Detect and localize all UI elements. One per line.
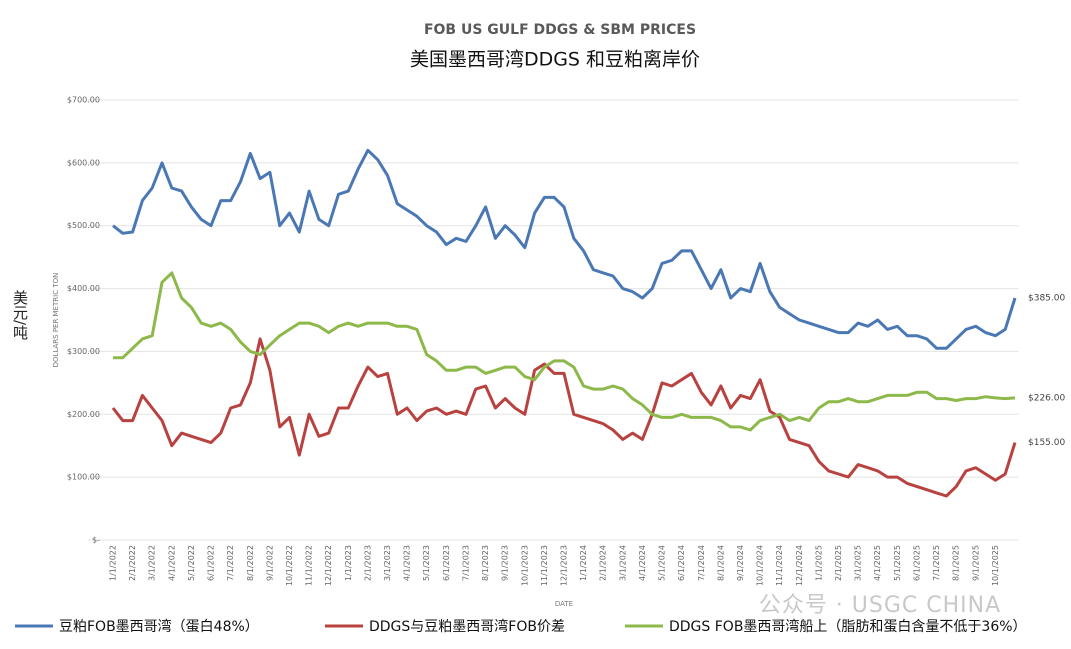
- x-tick-label: 8/1/2024: [716, 545, 725, 581]
- y-tick-label: $700.00: [67, 96, 100, 105]
- x-tick-label: 2/1/2022: [128, 545, 137, 581]
- x-tick-label: 1/1/2024: [579, 545, 588, 581]
- legend-label: DDGS与豆粕墨西哥湾FOB价差: [369, 618, 565, 635]
- x-tick-label: 4/1/2024: [638, 545, 647, 581]
- x-tick-label: 3/1/2022: [148, 545, 157, 581]
- x-tick-label: 10/1/2022: [285, 545, 294, 586]
- x-tick-label: 7/1/2025: [932, 545, 941, 581]
- legend-label: 豆粕FOB墨西哥湾（蛋白48%）: [59, 618, 259, 635]
- x-tick-label: 11/1/2022: [305, 545, 314, 586]
- y-tick-label: $-: [92, 536, 100, 545]
- x-tick-label: 11/1/2024: [775, 545, 784, 586]
- x-tick-label: 4/1/2022: [167, 545, 176, 581]
- x-tick-label: 11/1/2023: [540, 545, 549, 586]
- chart-title: FOB US GULF DDGS & SBM PRICES: [424, 22, 696, 38]
- x-tick-label: 1/1/2023: [344, 545, 353, 581]
- y-tick-label: $100.00: [67, 473, 100, 482]
- x-tick-label: 6/1/2022: [207, 545, 216, 581]
- x-tick-label: 2/1/2024: [599, 545, 608, 581]
- series-line: [113, 271, 1016, 432]
- y-tick-label: $200.00: [67, 410, 100, 419]
- value-label: $385.00: [1028, 294, 1065, 304]
- value-label: $155.00: [1028, 438, 1065, 448]
- x-tick-label: 7/1/2024: [697, 545, 706, 581]
- x-tick-label: 5/1/2022: [187, 545, 196, 581]
- chart-subtitle: 美国墨西哥湾DDGS 和豆粕离岸价: [410, 49, 700, 71]
- x-tick-label: 5/1/2024: [658, 545, 667, 581]
- x-tick-label: 9/1/2023: [501, 545, 510, 581]
- y-tick-label: $600.00: [67, 158, 100, 167]
- x-tick-label: 8/1/2025: [952, 545, 961, 581]
- x-tick-label: 8/1/2023: [481, 545, 490, 581]
- x-tick-label: 12/1/2022: [324, 545, 333, 586]
- x-tick-label: 9/1/2024: [736, 545, 745, 581]
- x-tick-label: 3/1/2023: [383, 545, 392, 581]
- x-tick-label: 12/1/2024: [795, 545, 804, 586]
- x-tick-label: 6/1/2025: [912, 545, 921, 581]
- series-line: [112, 148, 1017, 350]
- x-tick-label: 1/1/2022: [109, 545, 118, 581]
- x-tick-label: 6/1/2024: [677, 545, 686, 581]
- y-tick-label: $400.00: [67, 284, 100, 293]
- x-tick-label: 1/1/2025: [814, 545, 823, 581]
- x-tick-label: 8/1/2022: [246, 545, 255, 581]
- x-tick-label: 7/1/2023: [461, 545, 470, 581]
- x-tick-label: 2/1/2023: [363, 545, 372, 581]
- x-tick-label: 9/1/2025: [971, 545, 980, 581]
- x-tick-label: 10/1/2025: [991, 545, 1000, 586]
- watermark: 公众号 · USGC CHINA: [759, 593, 1001, 618]
- x-tick-label: 10/1/2023: [520, 545, 529, 586]
- x-tick-label: 2/1/2025: [834, 545, 843, 581]
- x-tick-label: 3/1/2025: [854, 545, 863, 581]
- y-axis-label: DOLLARS PER METRIC TON: [52, 273, 60, 368]
- value-label: $226.00: [1028, 393, 1065, 403]
- x-tick-label: 12/1/2023: [560, 545, 569, 586]
- x-tick-label: 5/1/2023: [422, 545, 431, 581]
- x-tick-label: 5/1/2025: [893, 545, 902, 581]
- x-axis-label: DATE: [555, 600, 573, 608]
- y-tick-label: $500.00: [67, 221, 100, 230]
- x-tick-label: 7/1/2022: [226, 545, 235, 581]
- x-tick-label: 6/1/2023: [442, 545, 451, 581]
- y-tick-label: $300.00: [67, 347, 100, 356]
- x-tick-label: 9/1/2022: [265, 545, 274, 581]
- x-tick-label: 10/1/2024: [756, 545, 765, 586]
- unit-label: 美元/吨: [11, 290, 29, 340]
- x-tick-label: 4/1/2023: [403, 545, 412, 581]
- legend-label: DDGS FOB墨西哥湾船上（脂肪和蛋白含量不低于36%）: [669, 618, 1027, 635]
- x-tick-label: 4/1/2025: [873, 545, 882, 581]
- x-tick-label: 3/1/2024: [618, 545, 627, 581]
